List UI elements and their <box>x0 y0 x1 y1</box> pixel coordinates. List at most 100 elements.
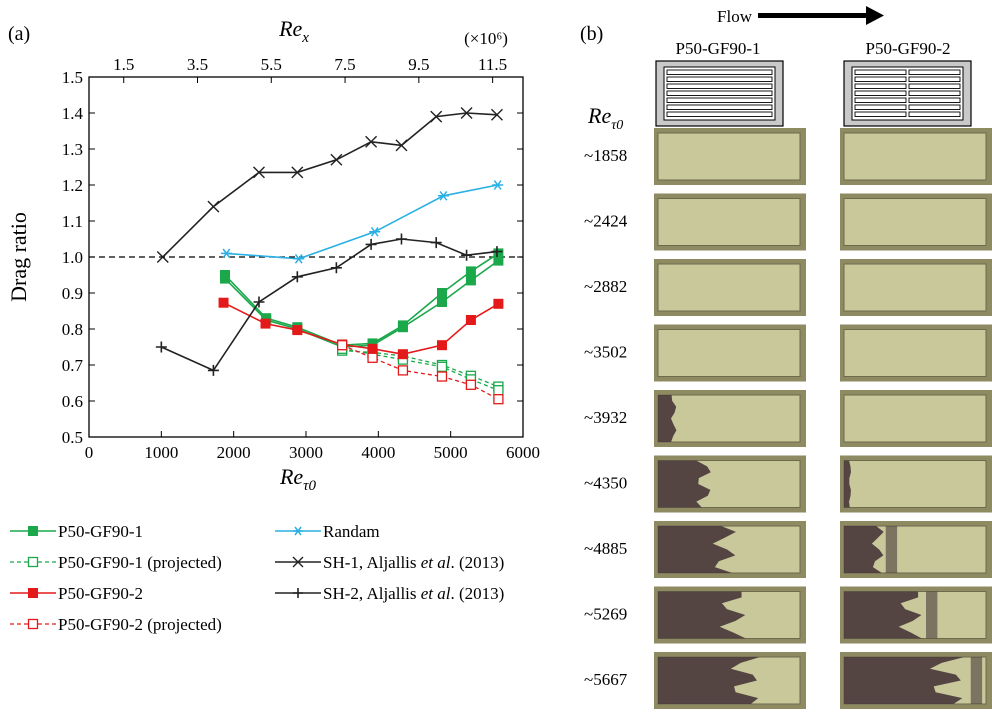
series-6 <box>220 180 504 264</box>
flow-label: Flow <box>717 7 753 26</box>
sample-surface <box>657 198 801 246</box>
sample-photo <box>654 193 806 251</box>
y-tick-label: 1.0 <box>62 248 83 267</box>
legend-marker <box>28 588 38 598</box>
dark-band <box>926 591 938 639</box>
data-point <box>330 262 342 274</box>
groove <box>854 90 907 96</box>
row-label: ~2882 <box>584 277 627 296</box>
data-point <box>253 296 265 308</box>
row-label: ~1858 <box>584 146 627 165</box>
legend-entry: SH-1, Aljallis et al. (2013) <box>275 553 504 572</box>
y-tick-label: 1.5 <box>62 68 83 87</box>
photo-row: ~4350 <box>584 455 992 513</box>
groove <box>908 104 961 110</box>
data-point <box>430 110 443 123</box>
row-label: ~5269 <box>584 605 627 624</box>
series-8 <box>155 233 503 376</box>
data-point <box>493 248 504 259</box>
photo-row: ~2882 <box>584 259 992 316</box>
data-point <box>207 364 219 376</box>
sample-surface <box>657 263 801 312</box>
data-point <box>337 340 348 351</box>
series-5 <box>337 340 504 405</box>
data-point <box>218 297 229 308</box>
y-tick-label: 1.2 <box>62 176 83 195</box>
data-point <box>220 248 232 259</box>
legend-label: SH-2, Aljallis et al. (2013) <box>323 584 504 603</box>
top-tick-label: 3.5 <box>187 55 208 74</box>
data-point <box>292 325 303 336</box>
sample-surface <box>843 198 987 246</box>
legend-marker <box>27 618 39 630</box>
legend-marker <box>28 526 38 536</box>
data-point <box>367 343 378 354</box>
x-tick-label: 0 <box>85 443 94 462</box>
photo-row: ~5269 <box>584 586 992 644</box>
series-1 <box>219 255 504 352</box>
groove <box>854 69 907 75</box>
sample-surface <box>657 394 801 443</box>
legend-marker <box>292 556 304 568</box>
series-line <box>224 259 499 348</box>
top-tick-label: 5.5 <box>261 55 282 74</box>
schematic-p50-gf90-2 <box>843 60 972 127</box>
groove <box>854 76 907 82</box>
sample-surface <box>843 460 987 508</box>
panel-a-label: (a) <box>8 23 30 45</box>
top-axis-multiplier: (×10⁶) <box>464 29 508 48</box>
data-point <box>330 153 343 166</box>
dark-wetted-region <box>844 460 851 508</box>
data-point <box>465 266 476 277</box>
groove <box>666 76 773 82</box>
sample-photo <box>654 521 806 578</box>
data-point <box>436 371 448 382</box>
photo-rows: ~1858 ~2424 ~2882 ~3502 ~3932 ~4350 ~4885 ~5269… <box>584 128 992 709</box>
legend-label: Randam <box>323 522 380 541</box>
chart-series <box>155 107 504 405</box>
y-tick-label: 1.3 <box>62 140 83 159</box>
legend-entry: SH-2, Aljallis et al. (2013) <box>275 584 504 603</box>
data-point <box>293 253 305 264</box>
sample-photo <box>654 324 806 382</box>
x-axis-label: Reτ0 <box>279 464 317 494</box>
data-point <box>291 271 303 283</box>
legend-entry: Randam <box>275 522 380 541</box>
sample-surface <box>843 329 987 377</box>
data-point <box>437 190 449 201</box>
x-tick-label: 2000 <box>217 443 251 462</box>
column-header-1: P50-GF90-1 <box>675 39 760 58</box>
data-point <box>397 349 408 360</box>
dark-wetted-region <box>844 526 884 573</box>
data-point <box>365 135 378 148</box>
series-line <box>162 112 498 258</box>
y-tick-label: 0.5 <box>62 428 83 447</box>
row-label: ~3502 <box>584 343 627 362</box>
groove <box>666 90 773 96</box>
sample-surface <box>843 394 987 443</box>
sample-photo <box>840 193 992 251</box>
dark-band <box>970 657 983 704</box>
legend-entry: P50-GF90-1 (projected) <box>10 553 222 572</box>
data-point <box>291 166 304 179</box>
groove <box>666 83 773 89</box>
y-tick-label: 0.8 <box>62 320 83 339</box>
photo-row: ~4885 <box>584 521 992 578</box>
photo-row: ~5667 <box>584 652 992 709</box>
data-point <box>493 385 504 396</box>
sample-photo <box>654 128 806 185</box>
dark-wetted-region <box>658 395 677 442</box>
data-point <box>365 238 377 250</box>
sample-photo <box>840 128 992 185</box>
data-point <box>436 297 447 307</box>
chart-axes: 0 1000 2000 3000 4000 5000 6000 0.5 0.6 0.7 0.8 0.9… <box>6 16 540 494</box>
data-point <box>156 251 169 263</box>
data-point <box>465 379 477 390</box>
series-3 <box>337 343 504 396</box>
legend-marker <box>293 588 303 598</box>
row-label: ~5667 <box>584 670 628 689</box>
row-label: ~2424 <box>584 212 628 231</box>
data-point <box>395 233 407 245</box>
schematic-p50-gf90-1 <box>655 60 784 127</box>
sample-photo <box>840 586 992 644</box>
